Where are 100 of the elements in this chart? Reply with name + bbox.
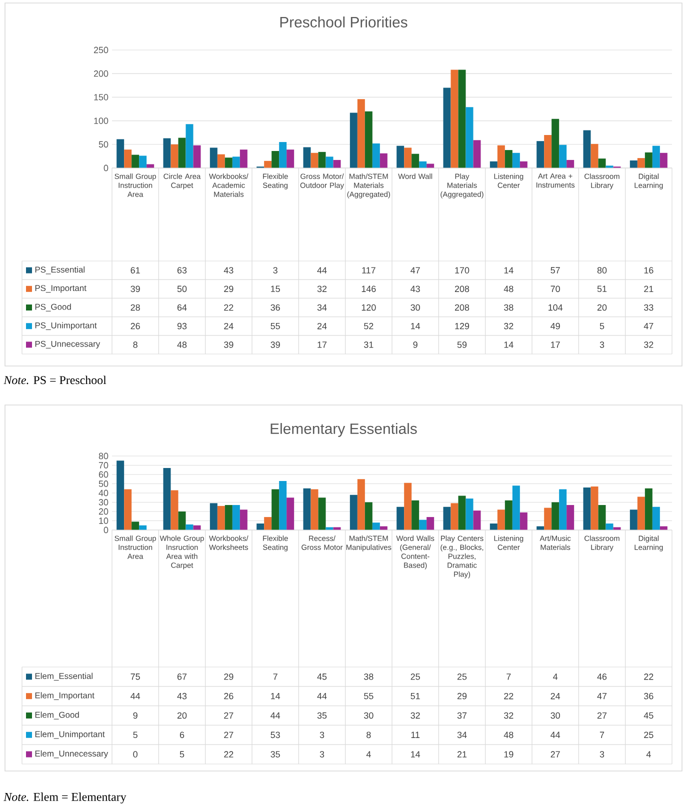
bar [590, 144, 598, 168]
data-label: 27 [597, 712, 607, 719]
data-label: 30 [364, 712, 374, 719]
data-label: 3 [320, 732, 324, 738]
bar [264, 160, 272, 168]
bar [124, 489, 132, 530]
y-tick-label: 80 [98, 452, 108, 460]
bar [240, 150, 248, 168]
data-label: 38 [504, 304, 514, 311]
bar [318, 152, 326, 168]
data-label: 47 [597, 693, 607, 700]
bar [652, 506, 660, 530]
data-label: 0 [133, 751, 138, 758]
bar [443, 506, 451, 530]
data-label: 25 [410, 674, 420, 680]
bar [132, 522, 140, 530]
bar [310, 152, 318, 168]
data-label: 59 [457, 342, 467, 348]
bar [606, 524, 614, 530]
bar [598, 505, 606, 530]
data-label: 33 [644, 304, 654, 311]
data-label: 7 [600, 732, 604, 738]
bar [552, 502, 560, 530]
bar [210, 503, 218, 530]
bar [512, 486, 520, 530]
bar [396, 506, 404, 530]
bar [163, 138, 171, 168]
data-label: 3 [600, 751, 604, 758]
bar [286, 498, 294, 530]
data-label: 3 [320, 751, 324, 758]
bar [170, 144, 178, 168]
data-label: 7 [273, 674, 278, 680]
bar [279, 480, 287, 530]
data-label: 25 [644, 732, 654, 738]
bar [466, 498, 474, 530]
bar [124, 150, 132, 168]
bar [613, 527, 621, 530]
legend-label: Elem_Important [35, 692, 94, 700]
data-label: 44 [270, 712, 280, 719]
data-label: 8 [133, 342, 138, 348]
bar [240, 510, 248, 530]
data-label: 63 [177, 267, 187, 274]
data-label: 104 [548, 304, 563, 311]
text: Note. PS = Preschool [4, 376, 106, 384]
y-tick-label: 10 [99, 518, 108, 524]
data-label: 16 [644, 267, 654, 274]
data-label: 32 [317, 286, 327, 292]
data-label: 29 [224, 286, 234, 292]
data-label: 32 [644, 342, 654, 348]
data-label: 36 [270, 304, 280, 311]
bar [443, 88, 451, 168]
bar [552, 118, 560, 168]
data-label: 48 [504, 286, 514, 292]
bar [357, 99, 365, 168]
bar [490, 161, 498, 168]
bar [224, 505, 232, 530]
bar [303, 147, 311, 168]
y-tick-label: 30 [98, 499, 108, 506]
data-label: 4 [646, 751, 651, 758]
bar [256, 524, 264, 530]
y-tick-label: 100 [94, 118, 108, 124]
bar [644, 152, 652, 168]
data-label: 45 [644, 712, 654, 719]
data-label: 36 [644, 692, 654, 700]
bar [490, 524, 498, 530]
bar [458, 70, 466, 168]
bar [272, 489, 280, 530]
data-label: 80 [597, 267, 607, 274]
data-label: 43 [224, 267, 234, 274]
bar [372, 143, 380, 168]
data-label: 14 [504, 342, 514, 348]
bar [630, 510, 638, 530]
data-label: 26 [130, 322, 140, 330]
bar [333, 527, 341, 530]
data-label: 27 [224, 732, 234, 738]
data-label: 47 [644, 323, 654, 330]
data-label: 34 [317, 304, 327, 311]
data-label: 8 [366, 732, 371, 738]
data-label: 14 [411, 751, 420, 758]
data-label: 208 [454, 286, 470, 292]
bar [473, 510, 481, 530]
bar [186, 524, 194, 530]
bar [637, 158, 645, 168]
y-tick-label: 200 [94, 70, 108, 77]
chart-title: Elementary Essentials [270, 423, 417, 437]
data-label: 14 [271, 693, 280, 700]
data-label: 43 [177, 692, 187, 700]
bar [419, 520, 427, 530]
data-label: 34 [457, 732, 467, 738]
data-label: 5 [180, 751, 184, 758]
data-label: 64 [177, 304, 187, 311]
data-label: 46 [597, 674, 607, 680]
data-label: 26 [224, 692, 234, 700]
data-label: 39 [130, 286, 140, 292]
data-label: 30 [410, 304, 420, 311]
data-label: 49 [550, 322, 560, 330]
data-label: 3 [273, 267, 278, 274]
data-label: 29 [457, 692, 467, 700]
bar [286, 150, 294, 168]
legend-label: Elem_Unnecessary [35, 750, 108, 758]
